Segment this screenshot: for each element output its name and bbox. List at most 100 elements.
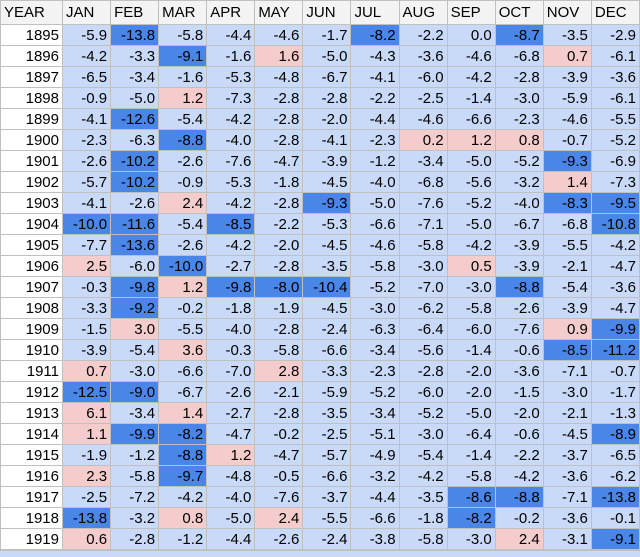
data-row: 1898 -0.9 -5.0 1.2 -7.3 -2.8 -2.8 -2.2 -2.5 -1.4-…: [0, 87, 640, 109]
value-cell: -3.3: [110, 45, 160, 67]
value-cell: -11.2: [590, 339, 640, 361]
data-row: 1913 6.1 -3.4 1.4 -2.7 -2.8 -3.5 -3.4 -5.2 -5.0 -2…: [0, 402, 640, 424]
value-cell: -9.0: [110, 381, 160, 403]
value-cell: -4.2: [206, 108, 256, 130]
value-cell: 1.1: [61, 423, 112, 445]
value-cell: -4.0: [494, 192, 544, 214]
value-cell: -3.6: [398, 45, 448, 67]
data-row: 1914 1.1 -9.9 -8.2 -4.7 -0.2 -2.5 -5.1 -3.0 -6.4-…: [0, 423, 640, 445]
value-cell: -4.6: [350, 234, 400, 256]
value-cell: -9.7: [158, 465, 208, 487]
value-cell: -2.8: [254, 108, 304, 130]
value-cell: -3.2: [350, 465, 400, 487]
value-cell: -2.0: [494, 402, 544, 424]
value-cell: 2.8: [254, 360, 304, 382]
value-cell: -4.6: [446, 45, 496, 67]
value-cell: -6.6: [350, 507, 400, 529]
value-cell: -1.2: [158, 528, 208, 550]
value-cell: -4.8: [254, 66, 304, 88]
value-cell: -0.6: [494, 339, 544, 361]
value-cell: 1.2: [446, 129, 496, 151]
value-cell: -2.8: [254, 255, 304, 277]
value-cell: 2.3: [61, 465, 112, 487]
value-cell: -5.8: [254, 339, 304, 361]
value-cell: -1.3: [590, 402, 640, 424]
value-cell: -9.3: [302, 192, 352, 214]
data-row: 1903 -4.1 -2.6 2.4 -4.2 -2.8 -9.3 -5.0 -7.6 -5.2-…: [0, 192, 640, 214]
value-cell: 0.2: [398, 129, 448, 151]
value-cell: -9.1: [590, 528, 640, 550]
value-cell: -1.6: [158, 66, 208, 88]
header-row: YEAR JAN FEB MAR APR MAY JUN JUL AUG SEP OCT NOV DEC: [0, 0, 640, 25]
data-row: 1899 -4.1 -12.6 -5.4 -4.2 -2.8 -2.0 -4.4 -4.6 -6.…: [0, 108, 640, 130]
value-cell: -5.8: [398, 528, 448, 550]
value-cell: -6.1: [590, 45, 640, 67]
year-cell: 1916: [0, 465, 63, 487]
value-cell: -2.6: [494, 297, 544, 319]
value-cell: -8.2: [158, 423, 208, 445]
value-cell: 1.2: [158, 276, 208, 298]
value-cell: -3.6: [590, 276, 640, 298]
column-header: OCT: [494, 0, 544, 25]
value-cell: -3.9: [61, 339, 112, 361]
value-cell: -3.0: [542, 381, 592, 403]
value-cell: -7.6: [398, 192, 448, 214]
value-cell: 0.9: [542, 318, 592, 340]
column-header: APR: [206, 0, 256, 25]
value-cell: 0.8: [158, 507, 208, 529]
value-cell: -2.7: [206, 402, 256, 424]
value-cell: -7.0: [398, 276, 448, 298]
year-cell: 1904: [0, 213, 63, 235]
value-cell: -4.1: [350, 66, 400, 88]
value-cell: -2.3: [350, 360, 400, 382]
value-cell: -8.3: [542, 192, 592, 214]
column-header: JUL: [350, 0, 400, 25]
value-cell: -2.3: [494, 108, 544, 130]
value-cell: -5.5: [590, 108, 640, 130]
value-cell: -2.1: [254, 381, 304, 403]
value-cell: 1.4: [158, 402, 208, 424]
value-cell: -6.0: [110, 255, 160, 277]
value-cell: -7.1: [398, 213, 448, 235]
year-cell: 1901: [0, 150, 63, 172]
value-cell: -8.0: [254, 276, 304, 298]
value-cell: -11.6: [110, 213, 160, 235]
data-row: 1915 -1.9 -1.2 -8.8 1.2 -4.7 -5.7 -4.9 -5.4 -1.4-…: [0, 444, 640, 466]
value-cell: -9.9: [110, 423, 160, 445]
value-cell: -6.6: [158, 360, 208, 382]
value-cell: -9.1: [158, 45, 208, 67]
value-cell: -1.7: [302, 24, 352, 46]
value-cell: -5.8: [158, 24, 208, 46]
data-row: 1912 -12.5 -9.0 -6.7 -2.6 -2.1 -5.9 -5.2 -6.0 -2.…: [0, 381, 640, 403]
value-cell: 1.4: [542, 171, 592, 193]
value-cell: -4.1: [302, 129, 352, 151]
value-cell: -5.9: [542, 87, 592, 109]
value-cell: -3.9: [494, 234, 544, 256]
value-cell: -6.6: [302, 339, 352, 361]
value-cell: -2.4: [302, 528, 352, 550]
value-cell: -2.5: [61, 486, 112, 508]
value-cell: -10.2: [110, 171, 160, 193]
value-cell: -2.4: [302, 318, 352, 340]
data-row: 1895 -5.9 -13.8 -5.8 -4.4 -4.6 -1.7 -8.2 -2.2 0.0…: [0, 24, 640, 46]
data-row: 1911 0.7 -3.0 -6.6 -7.0 2.8 -3.3 -2.3 -2.8 -2.0 -3…: [0, 360, 640, 382]
value-cell: -6.0: [398, 66, 448, 88]
value-cell: -1.9: [61, 444, 112, 466]
value-cell: -6.8: [494, 45, 544, 67]
value-cell: -8.8: [494, 276, 544, 298]
value-cell: 1.2: [158, 87, 208, 109]
value-cell: -0.7: [542, 129, 592, 151]
value-cell: -6.5: [590, 444, 640, 466]
value-cell: -5.9: [61, 24, 112, 46]
data-row: 1904 -10.0 -11.6 -5.4 -8.5 -2.2 -5.3 -6.6 -7.1 -5…: [0, 213, 640, 235]
value-cell: -8.8: [494, 486, 544, 508]
value-cell: -5.4: [398, 444, 448, 466]
value-cell: -13.6: [110, 234, 160, 256]
value-cell: -4.2: [206, 234, 256, 256]
value-cell: 2.5: [61, 255, 112, 277]
column-header: YEAR: [0, 0, 63, 25]
year-cell: 1898: [0, 87, 63, 109]
value-cell: -10.0: [158, 255, 208, 277]
value-cell: -4.2: [590, 234, 640, 256]
value-cell: -3.7: [542, 444, 592, 466]
